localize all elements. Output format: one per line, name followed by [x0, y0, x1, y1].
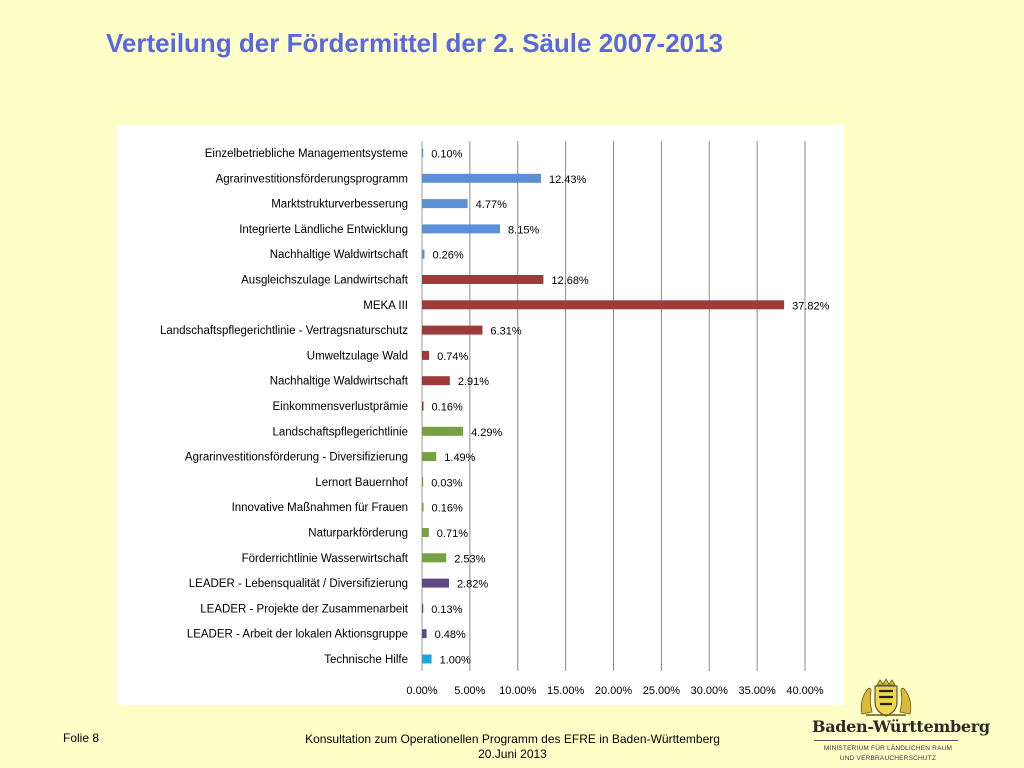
data-label: 1.49%	[444, 452, 475, 464]
category-labels: Einzelbetriebliche Managementsysteme Agra…	[160, 148, 409, 666]
data-label: 4.77%	[476, 199, 507, 211]
category-label: Nachhaltige Waldwirtschaft	[270, 249, 409, 261]
data-label: 0.71%	[437, 528, 468, 540]
category-label: Marktstrukturverbesserung	[271, 199, 408, 211]
data-label: 12.68%	[551, 275, 589, 287]
logo-subtitle-line-1: MINISTERIUM FÜR LÄNDLICHEN RAUM	[823, 745, 953, 752]
bar	[422, 275, 544, 284]
data-label: 0.74%	[437, 351, 468, 363]
data-label: 0.13%	[431, 604, 462, 616]
footer-line-2: 20.Juni 2013	[478, 747, 547, 761]
category-label: Einkommensverlustprämie	[273, 401, 409, 413]
slide-number: Folie 8	[63, 731, 100, 745]
bar	[422, 199, 468, 209]
bar	[422, 553, 447, 563]
bar	[422, 300, 785, 310]
category-label: Agrarinvestitionsförderungsprogramm	[216, 173, 408, 185]
bar	[422, 401, 424, 411]
data-label: 2.53%	[454, 553, 485, 565]
bar	[422, 249, 425, 259]
category-label: Umweltzulage Wald	[307, 350, 408, 362]
data-label: 0.16%	[432, 402, 463, 414]
category-label: LEADER - Projekte der Zusammenarbeit	[200, 603, 409, 615]
data-label: 0.10%	[431, 149, 462, 161]
bar	[422, 376, 450, 386]
category-label: Naturparkförderung	[308, 528, 408, 540]
bar	[422, 578, 450, 588]
data-label: 0.03%	[431, 477, 462, 489]
x-tick-label: 30.00%	[691, 685, 729, 697]
category-label: LEADER - Arbeit der lokalen Aktionsgrupp…	[187, 629, 408, 641]
data-label: 4.29%	[471, 427, 502, 439]
x-tick-label: 15.00%	[547, 685, 585, 697]
bar	[422, 224, 501, 234]
bar	[422, 148, 424, 158]
data-label: 6.31%	[490, 326, 521, 338]
slide-title: Verteilung der Fördermittel der 2. Säule…	[106, 28, 724, 58]
category-label: Förderrichtlinie Wasserwirtschaft	[242, 553, 409, 565]
x-tick-label: 0.00%	[406, 685, 437, 697]
bar	[422, 528, 429, 537]
category-label: Technische Hilfe	[324, 654, 408, 666]
bar	[422, 629, 427, 639]
gridlines	[421, 141, 806, 671]
x-tick-label: 20.00%	[595, 685, 633, 697]
data-label: 8.15%	[508, 224, 539, 236]
x-tick-label: 35.00%	[738, 685, 776, 697]
footer-line-1: Konsultation zum Operationellen Programm…	[305, 732, 720, 746]
bar	[422, 502, 424, 512]
bar	[422, 325, 483, 335]
category-label: Innovative Maßnahmen für Frauen	[232, 502, 408, 514]
category-label: Ausgleichszulage Landwirtschaft	[241, 275, 409, 287]
data-label: 2.91%	[458, 376, 489, 388]
category-label: Integrierte Ländliche Entwicklung	[239, 224, 408, 236]
x-tick-label: 40.00%	[786, 685, 824, 697]
category-label: Lernort Bauernhof	[315, 477, 409, 489]
data-label: 12.43%	[549, 174, 587, 186]
category-label: Landschaftspflegerichtlinie - Vertragsna…	[160, 325, 408, 337]
category-label: MEKA III	[363, 300, 408, 312]
logo-subtitle: MINISTERIUM FÜR LÄNDLICHEN RAUM UND VERB…	[810, 744, 966, 764]
bar	[422, 350, 430, 360]
bar	[422, 654, 432, 664]
bar-chart: Einzelbetriebliche Managementsysteme Agra…	[160, 141, 830, 697]
chart-panel: Einzelbetriebliche Managementsysteme Agra…	[117, 125, 844, 705]
data-label: 1.00%	[440, 655, 471, 667]
x-tick-label: 5.00%	[454, 685, 485, 697]
data-label: 2.82%	[457, 579, 488, 591]
bar	[422, 477, 424, 487]
x-axis-ticks: 0.00% 5.00% 10.00% 15.00% 20.00% 25.00% 30.00%…	[406, 685, 823, 697]
category-label: Agrarinvestitionsförderung - Diversifizi…	[185, 452, 408, 464]
coat-of-arms-icon	[860, 678, 912, 717]
ministry-logo: Baden-Württemberg MINISTERIUM FÜR LÄNDLI…	[800, 676, 990, 766]
logo-divider	[814, 740, 958, 741]
data-label: 0.48%	[435, 629, 466, 641]
bar	[422, 452, 437, 462]
bar	[422, 603, 424, 613]
logo-subtitle-line-2: UND VERBRAUCHERSCHUTZ	[839, 755, 937, 762]
logo-name: Baden-Württemberg	[812, 717, 990, 736]
category-label: Landschaftspflegerichtlinie	[272, 426, 408, 438]
x-tick-label: 10.00%	[499, 685, 537, 697]
data-label: 0.26%	[432, 250, 463, 262]
category-label: LEADER - Lebensqualität / Diversifizieru…	[189, 578, 408, 590]
data-label: 0.16%	[432, 503, 463, 515]
bar	[422, 173, 542, 183]
data-labels: 0.10% 12.43% 4.77% 8.15% 0.26% 12.68% 37.82% 6.…	[431, 149, 829, 667]
bars	[422, 148, 785, 664]
data-label: 37.82%	[792, 300, 830, 312]
x-tick-label: 25.00%	[643, 685, 681, 697]
category-label: Einzelbetriebliche Managementsysteme	[205, 148, 408, 160]
footer-text: Konsultation zum Operationellen Programm…	[250, 732, 775, 762]
bar	[422, 426, 464, 436]
category-label: Nachhaltige Waldwirtschaft	[270, 376, 409, 388]
